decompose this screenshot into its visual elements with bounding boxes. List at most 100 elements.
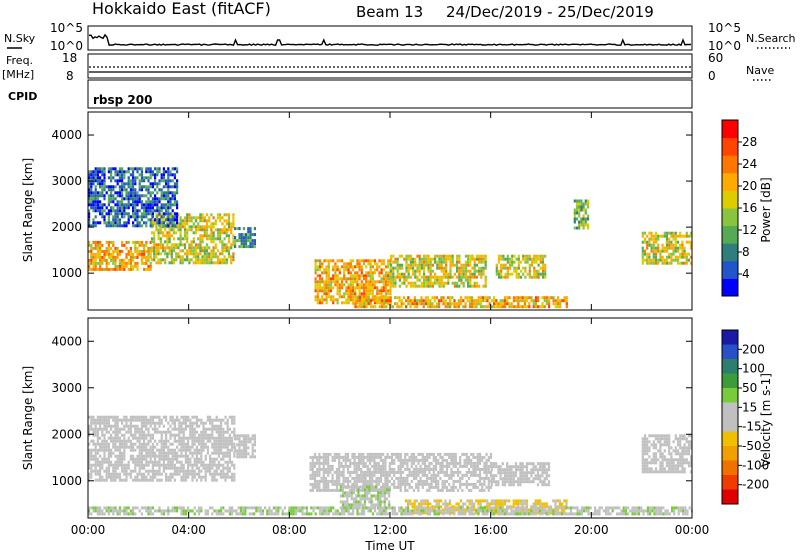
heatmap-cell xyxy=(556,296,560,300)
heatmap-cell xyxy=(156,415,159,419)
heatmap-cell xyxy=(365,289,368,293)
heatmap-cell xyxy=(347,268,350,272)
heatmap-cell xyxy=(162,215,165,219)
heatmap-cell xyxy=(508,263,512,267)
heatmap-cell xyxy=(195,478,198,482)
heatmap-cell xyxy=(541,471,544,475)
heatmap-cell xyxy=(379,470,383,474)
heatmap-cell xyxy=(114,433,117,437)
heatmap-cell xyxy=(466,296,469,300)
heatmap-cell xyxy=(160,176,163,180)
heatmap-cell xyxy=(402,296,405,300)
heatmap-cell xyxy=(648,449,651,453)
heatmap-cell xyxy=(215,439,218,443)
heatmap-cell xyxy=(114,460,117,464)
heatmap-cell xyxy=(187,445,190,449)
heatmap-cell xyxy=(654,261,658,265)
heatmap-cell xyxy=(462,272,465,276)
heatmap-cell xyxy=(414,275,417,279)
heatmap-cell xyxy=(132,194,135,198)
heatmap-cell xyxy=(178,442,181,446)
heatmap-cell xyxy=(158,472,161,476)
heatmap-cell xyxy=(103,249,106,253)
heatmap-cell xyxy=(676,437,680,441)
heatmap-cell xyxy=(584,199,587,203)
heatmap-cell xyxy=(191,430,194,434)
heatmap-cell xyxy=(140,475,143,479)
heatmap-cell xyxy=(192,237,195,241)
heatmap-cell xyxy=(384,458,387,462)
heatmap-cell xyxy=(430,476,433,480)
heatmap-cell xyxy=(138,469,141,473)
heatmap-cell xyxy=(379,467,383,471)
heatmap-cell xyxy=(121,249,124,253)
heatmap-cell xyxy=(136,191,139,195)
heatmap-cell xyxy=(690,234,693,238)
heatmap-cell xyxy=(156,442,159,446)
heatmap-cell xyxy=(322,467,325,471)
heatmap-cell xyxy=(145,421,148,425)
heatmap-cell xyxy=(107,448,110,452)
heatmap-cell xyxy=(508,480,511,484)
heatmap-cell xyxy=(368,479,372,483)
heatmap-cell xyxy=(369,277,372,281)
heatmap-cell xyxy=(334,274,337,278)
heatmap-cell xyxy=(462,284,465,288)
heatmap-cell xyxy=(217,451,220,455)
heatmap-cell xyxy=(226,439,229,443)
heatmap-cell xyxy=(234,446,237,450)
heatmap-cell xyxy=(219,252,222,256)
heatmap-cell xyxy=(96,191,99,195)
heatmap-cell xyxy=(323,280,326,284)
heatmap-cell xyxy=(462,269,465,273)
heatmap-cell xyxy=(150,237,154,241)
heatmap-cell xyxy=(199,252,202,256)
heatmap-cell xyxy=(371,482,374,486)
heatmap-cell xyxy=(481,482,484,486)
heatmap-cell xyxy=(517,465,520,469)
heatmap-cell xyxy=(215,430,218,434)
heatmap-cell xyxy=(641,464,644,468)
heatmap-cell xyxy=(324,482,328,486)
heatmap-cell xyxy=(652,443,655,447)
heatmap-cell xyxy=(160,209,163,213)
heatmap-cell xyxy=(182,421,185,425)
heatmap-cell xyxy=(650,470,653,474)
heatmap-cell xyxy=(190,225,193,229)
heatmap-cell xyxy=(170,234,173,238)
heatmap-cell xyxy=(107,218,110,222)
heatmap-cell xyxy=(454,452,457,456)
heatmap-cell xyxy=(228,448,231,452)
heatmap-cell xyxy=(180,442,183,446)
heatmap-cell xyxy=(223,246,226,250)
heatmap-cell xyxy=(156,200,159,204)
heatmap-cell xyxy=(169,191,172,195)
heatmap-cell xyxy=(149,267,152,271)
heatmap-cell xyxy=(88,454,91,458)
heatmap-cell xyxy=(456,260,459,264)
heatmap-cell xyxy=(681,446,684,450)
heatmap-cell xyxy=(90,463,93,467)
heatmap-cell xyxy=(342,458,345,462)
heatmap-cell xyxy=(439,464,442,468)
heatmap-cell xyxy=(232,255,235,259)
heatmap-cell xyxy=(205,219,209,223)
heatmap-cell xyxy=(663,458,666,462)
heatmap-cell xyxy=(428,467,431,471)
heatmap-cell xyxy=(99,454,102,458)
heatmap-cell xyxy=(213,463,216,467)
heatmap-cell xyxy=(112,218,115,222)
heatmap-cell xyxy=(448,455,451,459)
heatmap-cell xyxy=(198,451,201,455)
heatmap-cell xyxy=(382,280,385,284)
heatmap-cell xyxy=(187,415,190,419)
heatmap-cell xyxy=(123,451,126,455)
heatmap-cell xyxy=(169,200,172,204)
heatmap-cell xyxy=(476,461,479,465)
heatmap-cell xyxy=(388,485,391,489)
heatmap-cell xyxy=(194,249,198,253)
heatmap-cell xyxy=(183,243,187,247)
heatmap-cell xyxy=(176,206,179,210)
heatmap-cell xyxy=(105,246,108,250)
heatmap-cell xyxy=(203,258,206,262)
